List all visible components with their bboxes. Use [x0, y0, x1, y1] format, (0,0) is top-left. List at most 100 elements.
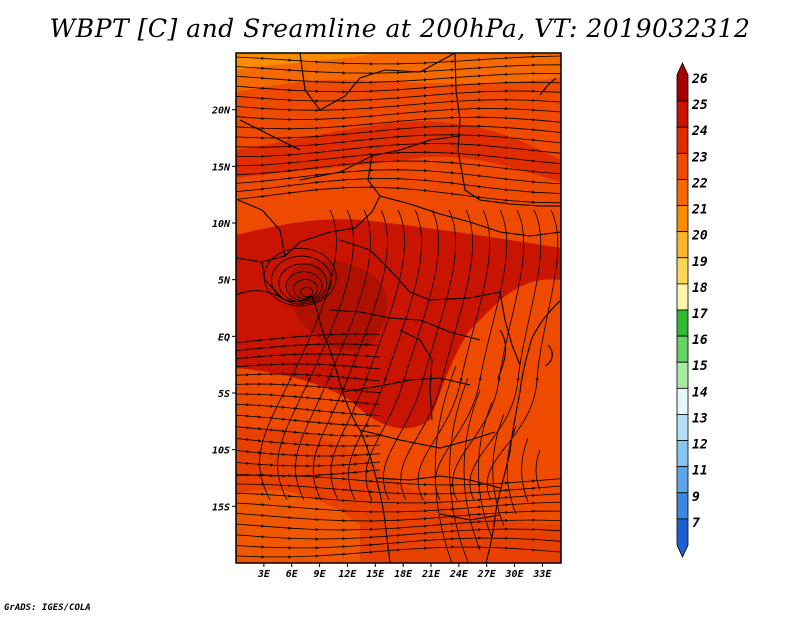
colorbar-label: 12: [692, 438, 708, 453]
colorbar-label: 11: [692, 464, 708, 479]
lat-tick-label: 10S: [212, 446, 230, 457]
colorbar-label: 13: [692, 411, 708, 426]
colorbar-swatch: [676, 518, 689, 558]
lat-tick-label: EQ: [218, 332, 230, 343]
colorbar-swatch: [676, 387, 689, 415]
colorbar-label: 26: [691, 72, 708, 87]
colorbar: 26 25 24 23 22 21 20 19 18 17 16 15 14 13 12 11 9 7: [676, 62, 708, 558]
streamline: [383, 209, 456, 501]
lat-tick-label: 15S: [212, 502, 230, 513]
streamline: [236, 362, 381, 370]
lon-tick-label: 24E: [449, 569, 469, 580]
streamline: [236, 426, 381, 438]
colorbar-swatch: [676, 205, 689, 233]
streamline: [469, 209, 542, 501]
grads-credit: GrADS: IGES/COLA: [4, 603, 91, 613]
colorbar-label: 18: [692, 281, 708, 296]
colorbar-label: 25: [691, 98, 708, 113]
streamline: [452, 209, 525, 501]
lon-tick-label: 15E: [366, 569, 385, 580]
streamline: [236, 403, 381, 417]
lon-tick-label: 18E: [394, 569, 413, 580]
streamline: [521, 437, 529, 503]
colorbar-swatch: [676, 179, 689, 206]
streamline: [271, 255, 332, 305]
lon-tick-label: 33E: [532, 569, 552, 580]
streamline: [236, 437, 381, 448]
streamlines: [236, 55, 561, 563]
streamline: [400, 209, 474, 501]
streamline: [236, 392, 381, 405]
lon-tick-label: 27E: [477, 569, 497, 580]
streamline: [236, 382, 381, 394]
colorbar-label: 17: [692, 307, 708, 322]
wbpt-field: [236, 53, 561, 563]
lat-tick-label: 20N: [211, 106, 231, 117]
streamline: [236, 352, 381, 360]
streamline: [486, 209, 559, 501]
streamline: [478, 401, 493, 539]
lon-tick-label: 3E: [257, 569, 271, 580]
streamline: [236, 332, 381, 344]
colorbar-swatch: [676, 100, 689, 128]
streamline: [278, 263, 328, 303]
streamline: [434, 365, 457, 563]
colorbar-label: 14: [692, 385, 708, 400]
country-borders: [236, 53, 561, 563]
lon-tick-label: 6E: [286, 569, 299, 580]
colorbar-label: 15: [692, 359, 708, 374]
streamline: [236, 372, 381, 382]
streamline: [300, 286, 314, 298]
colorbar-swatch: [676, 257, 689, 285]
map-frame: [235, 52, 562, 564]
colorbar-label: 22: [691, 176, 708, 191]
streamline: [417, 209, 491, 501]
colorbar-label: 21: [691, 203, 708, 218]
streamline: [506, 425, 517, 515]
streamline: [236, 461, 381, 468]
lon-tick-label: 21E: [421, 569, 441, 580]
lat-tick-label: 5S: [218, 389, 230, 400]
streamline: [463, 389, 481, 551]
colorbar-label: 20: [691, 229, 708, 244]
lat-tick-label: 15N: [212, 162, 231, 173]
streamline: [236, 342, 381, 352]
colorbar-label: 7: [692, 516, 700, 531]
colorbar-swatch: [676, 361, 689, 389]
lat-tick-label: 10N: [212, 219, 231, 230]
colorbar-swatch: [676, 283, 689, 311]
streamline: [285, 271, 323, 301]
streamline: [236, 185, 561, 204]
longitude-axis: 3E 6E 9E 12E 15E 18E 21E 24E 27E 30E 33E: [257, 563, 552, 580]
colorbar-label: 23: [691, 150, 708, 165]
colorbar-swatch: [676, 440, 689, 468]
lon-tick-label: 12E: [338, 569, 357, 580]
lon-tick-label: 30E: [505, 569, 525, 580]
colorbar-swatch: [676, 62, 689, 102]
colorbar-label: 19: [692, 255, 708, 270]
colorbar-swatch: [676, 231, 689, 259]
streamline: [236, 545, 561, 559]
colorbar-swatch: [676, 414, 689, 441]
streamline: [434, 209, 508, 501]
lat-tick-label: 5N: [218, 276, 231, 287]
latitude-axis: 20N 15N 10N 5N EQ 5S 10S 15S: [211, 106, 236, 513]
colorbar-swatch: [676, 126, 689, 154]
colorbar-swatch: [676, 466, 689, 494]
chart-title: WBPT [C] and Sreamline at 200hPa, VT: 20…: [49, 14, 751, 43]
colorbar-swatch: [676, 335, 689, 363]
streamline: [535, 449, 541, 491]
colorbar-swatch: [676, 152, 689, 180]
streamline: [293, 279, 318, 300]
colorbar-swatch: [676, 309, 689, 337]
colorbar-label: 9: [692, 490, 700, 505]
streamline: [236, 414, 381, 428]
colorbar-swatch: [676, 492, 689, 520]
streamline: [236, 449, 381, 458]
streamline: [449, 377, 469, 563]
lon-tick-label: 9E: [314, 569, 327, 580]
colorbar-label: 24: [691, 124, 708, 139]
streamline: [263, 247, 337, 307]
streamline: [492, 413, 505, 527]
